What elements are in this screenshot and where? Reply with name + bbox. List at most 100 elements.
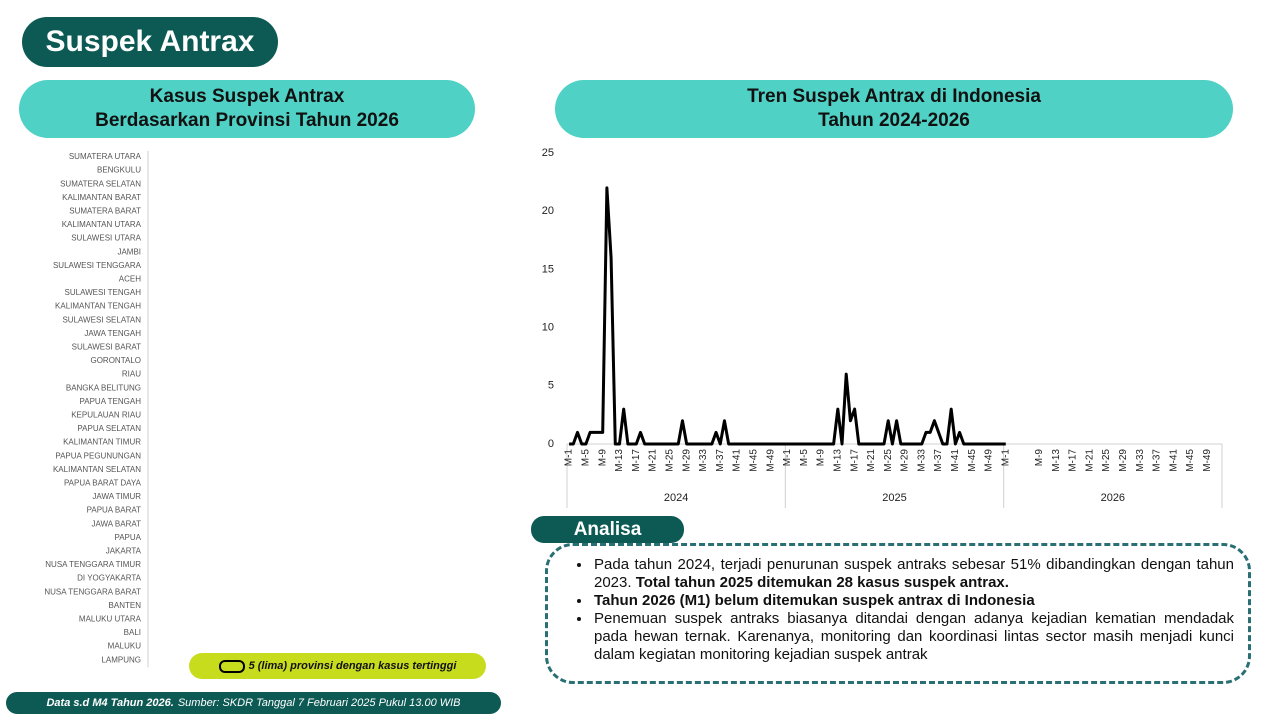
y-tick-label: BENGKULU xyxy=(97,166,141,175)
bullet-text: Pada tahun 2024, terjadi penurunan suspe… xyxy=(594,556,1234,591)
x-tick-label: M-25 xyxy=(665,449,676,472)
x-tick-label: M-49 xyxy=(1202,449,1213,472)
x-tick-label: M-25 xyxy=(1101,449,1112,472)
bullet-text: Total tahun 2025 ditemukan 28 kasus susp… xyxy=(635,574,1009,591)
x-group-label: 2024 xyxy=(664,492,688,504)
y-tick-label: PAPUA SELATAN xyxy=(77,424,141,433)
x-tick-label: M-33 xyxy=(698,449,709,472)
bullet-list: Pada tahun 2024, terjadi penurunan suspe… xyxy=(592,556,1234,664)
slide-title: Suspek Antrax xyxy=(22,17,278,67)
y-tick-label: PAPUA BARAT xyxy=(87,506,142,515)
y-tick-label: MALUKU xyxy=(108,642,142,651)
header-line: Tahun 2024-2026 xyxy=(818,110,970,131)
x-tick-label: M-5 xyxy=(581,449,592,467)
legend-note: 5 (lima) provinsi dengan kasus tertinggi xyxy=(189,653,486,679)
y-tick-label: JAWA TENGAH xyxy=(84,329,141,338)
y-tick-label: SULAWESI UTARA xyxy=(71,234,141,243)
bullet-text: Penemuan suspek antraks biasanya ditanda… xyxy=(594,610,1234,663)
bullet-text: Tahun 2026 (M1) belum ditemukan suspek a… xyxy=(594,592,1035,609)
x-tick-label: M-37 xyxy=(715,449,726,472)
x-tick-label: M-49 xyxy=(765,449,776,472)
x-group-label: 2026 xyxy=(1101,492,1125,504)
y-tick-label: SULAWESI SELATAN xyxy=(62,315,141,324)
footer: Data s.d M4 Tahun 2026. Sumber: SKDR Tan… xyxy=(6,692,501,714)
x-tick-label: M-13 xyxy=(1051,449,1062,472)
bullet: Penemuan suspek antraks biasanya ditanda… xyxy=(592,610,1234,664)
x-tick-label: M-49 xyxy=(984,449,995,472)
x-tick-label: M-41 xyxy=(1168,449,1179,472)
x-tick-label: M-17 xyxy=(849,449,860,472)
x-tick-label: M-21 xyxy=(866,449,877,472)
y-tick-label: KALIMANTAN UTARA xyxy=(62,220,142,229)
x-group-label: 2025 xyxy=(882,492,906,504)
y-tick-label: SULAWESI TENGAH xyxy=(65,288,142,297)
header-line: Tren Suspek Antrax di Indonesia xyxy=(747,86,1041,107)
legend-icon xyxy=(218,659,245,673)
y-tick-label: SULAWESI TENGGARA xyxy=(53,261,142,270)
y-tick-label: SULAWESI BARAT xyxy=(72,343,141,352)
y-tick-label: 25 xyxy=(542,147,554,159)
y-tick-label: RIAU xyxy=(122,370,141,379)
y-tick-label: MALUKU UTARA xyxy=(79,615,142,624)
y-tick-label: BALI xyxy=(124,628,141,637)
x-tick-label: M-5 xyxy=(799,449,810,467)
footer-source: Sumber: SKDR Tanggal 7 Februari 2025 Puk… xyxy=(177,697,461,709)
x-tick-label: M-13 xyxy=(832,449,843,472)
y-tick-label: PAPUA BARAT DAYA xyxy=(64,479,142,488)
footer-data: Data s.d M4 Tahun 2026. xyxy=(46,697,174,709)
y-tick-label: 20 xyxy=(542,205,554,217)
x-tick-label: M-33 xyxy=(916,449,927,472)
x-tick-label: M-9 xyxy=(597,449,608,467)
y-tick-label: KALIMANTAN TIMUR xyxy=(63,438,141,447)
x-tick-label: M-45 xyxy=(1185,449,1196,472)
y-tick-label: KALIMANTAN SELATAN xyxy=(53,465,141,474)
y-tick-label: GORONTALO xyxy=(90,356,141,365)
panel-header: Kasus Suspek Antrax Berdasarkan Provinsi… xyxy=(19,80,475,138)
y-tick-label: ACEH xyxy=(119,275,141,284)
y-tick-label: JAWA BARAT xyxy=(92,519,142,528)
y-tick-label: BANGKA BELITUNG xyxy=(66,383,141,392)
bullet: Pada tahun 2024, terjadi penurunan suspe… xyxy=(592,556,1234,592)
trend-line xyxy=(569,186,1006,446)
x-tick-label: M-1 xyxy=(564,449,575,467)
x-tick-label: M-21 xyxy=(1084,449,1095,472)
y-tick-label: KEPULAUAN RIAU xyxy=(71,411,141,420)
x-tick-label: M-45 xyxy=(748,449,759,472)
x-tick-label: M-21 xyxy=(648,449,659,472)
y-tick-label: JAKARTA xyxy=(106,547,142,556)
x-tick-label: M-9 xyxy=(1034,449,1045,467)
y-tick-label: SUMATERA BARAT xyxy=(69,207,141,216)
header-line: Berdasarkan Provinsi Tahun 2026 xyxy=(95,110,399,131)
y-tick-label: BANTEN xyxy=(109,601,142,610)
x-tick-label: M-25 xyxy=(883,449,894,472)
panel-header: Tren Suspek Antrax di Indonesia Tahun 20… xyxy=(555,80,1233,138)
y-tick-label: 5 xyxy=(548,380,554,392)
x-tick-label: M-33 xyxy=(1135,449,1146,472)
x-tick-label: M-1 xyxy=(782,449,793,467)
x-tick-label: M-41 xyxy=(732,449,743,472)
x-tick-label: M-37 xyxy=(1152,449,1163,472)
y-tick-label: JAMBI xyxy=(117,247,141,256)
x-tick-label: M-17 xyxy=(631,449,642,472)
y-tick-label: 0 xyxy=(548,438,554,450)
x-tick-label: M-37 xyxy=(933,449,944,472)
y-tick-label: 10 xyxy=(542,322,554,334)
header-line: Kasus Suspek Antrax xyxy=(149,86,345,107)
y-tick-label: 15 xyxy=(542,263,554,275)
y-tick-label: DI YOGYAKARTA xyxy=(77,574,142,583)
y-tick-label: JAWA TIMUR xyxy=(92,492,141,501)
x-tick-label: M-9 xyxy=(816,449,827,467)
y-tick-label: PAPUA xyxy=(114,533,141,542)
x-tick-label: M-41 xyxy=(950,449,961,472)
y-tick-label: KALIMANTAN BARAT xyxy=(62,193,141,202)
y-tick-label: PAPUA PEGUNUNGAN xyxy=(55,451,141,460)
x-tick-label: M-29 xyxy=(681,449,692,472)
x-tick-label: M-17 xyxy=(1068,449,1079,472)
x-tick-label: M-29 xyxy=(1118,449,1129,472)
x-tick-label: M-29 xyxy=(900,449,911,472)
legend-text: 5 (lima) provinsi dengan kasus tertinggi xyxy=(248,660,457,672)
y-tick-label: NUSA TENGGARA TIMUR xyxy=(45,560,141,569)
y-tick-label: PAPUA TENGAH xyxy=(80,397,142,406)
